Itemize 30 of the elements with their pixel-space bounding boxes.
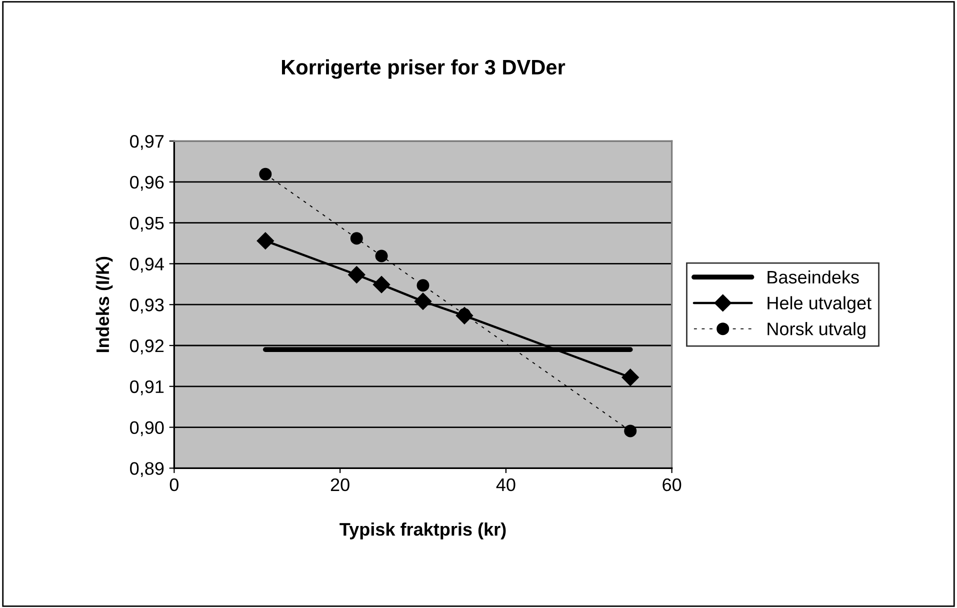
- y-tick-label: 0,94: [130, 258, 164, 273]
- point: [414, 292, 432, 310]
- y-tick-label: 0,93: [130, 298, 164, 314]
- point: [348, 266, 366, 284]
- x-tick-label: 20: [330, 478, 350, 492]
- y-tick-label: 0,95: [130, 216, 164, 232]
- chart-title: Korrigerte priser for 3 DVDer: [282, 59, 566, 79]
- x-tick-label: 0: [170, 478, 178, 492]
- y-tick-label: 0,91: [130, 380, 164, 396]
- legend-label: Baseindeks: [768, 270, 859, 284]
- point: [622, 368, 639, 386]
- point: [259, 168, 272, 180]
- y-axis-title: Indeks (I/K): [96, 256, 113, 352]
- point: [456, 307, 474, 324]
- y-tick-label: 0,89: [130, 462, 164, 478]
- y-tick-label: 0,97: [130, 134, 164, 150]
- point: [350, 232, 363, 245]
- legend-label: Norsk utvalg: [768, 322, 866, 339]
- y-tick-label: 0,96: [130, 176, 164, 191]
- y-tick-label: 0,92: [130, 339, 164, 354]
- legend-label: Hele utvalget: [768, 296, 872, 314]
- point: [416, 279, 430, 292]
- y-tick-label: 0,90: [130, 421, 164, 436]
- point: [375, 250, 388, 262]
- x-tick-label: 60: [662, 478, 682, 492]
- x-tick-label: 40: [496, 478, 516, 492]
- x-axis-title: Typisk fraktpris (kr): [340, 522, 506, 540]
- point: [256, 232, 274, 250]
- point: [372, 276, 390, 294]
- point: [624, 424, 637, 438]
